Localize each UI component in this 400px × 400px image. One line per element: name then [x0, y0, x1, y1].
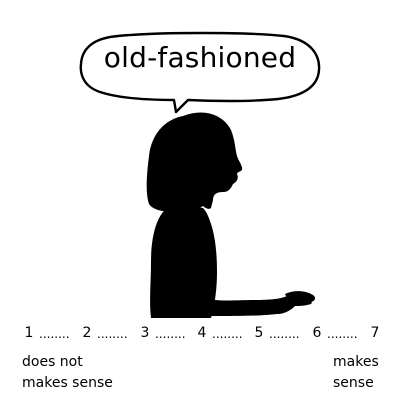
scale-separator: ........	[269, 327, 300, 341]
scale-separator: ........	[97, 327, 128, 341]
rating-scale: 1 ........ 2 ........ 3 ........ 4 .....…	[20, 323, 384, 343]
low-anchor-line-1: does not	[22, 354, 83, 370]
scale-point-2[interactable]: 2	[82, 325, 92, 341]
prompt-word: old-fashioned	[103, 41, 297, 74]
scale-separator: ........	[212, 327, 243, 341]
person-silhouette-icon	[146, 112, 316, 318]
speech-bubble-icon	[79, 31, 321, 114]
scale-point-7[interactable]: 7	[370, 325, 380, 341]
high-anchor-line-2: sense	[333, 375, 374, 391]
scale-separator: ........	[327, 327, 358, 341]
low-anchor-label: does not makes sense	[22, 352, 142, 394]
high-anchor-line-1: makes	[333, 354, 379, 370]
scale-separator: ........	[155, 327, 186, 341]
scale-point-1[interactable]: 1	[24, 325, 34, 341]
high-anchor-label: makes sense	[333, 352, 393, 394]
speech-bubble: old-fashioned	[78, 31, 322, 114]
scale-separator: ........	[39, 327, 70, 341]
scale-point-3[interactable]: 3	[140, 325, 150, 341]
person-figure	[145, 112, 325, 318]
low-anchor-line-2: makes sense	[22, 375, 113, 391]
scale-point-5[interactable]: 5	[254, 325, 264, 341]
scale-point-6[interactable]: 6	[312, 325, 322, 341]
scale-point-4[interactable]: 4	[197, 325, 207, 341]
